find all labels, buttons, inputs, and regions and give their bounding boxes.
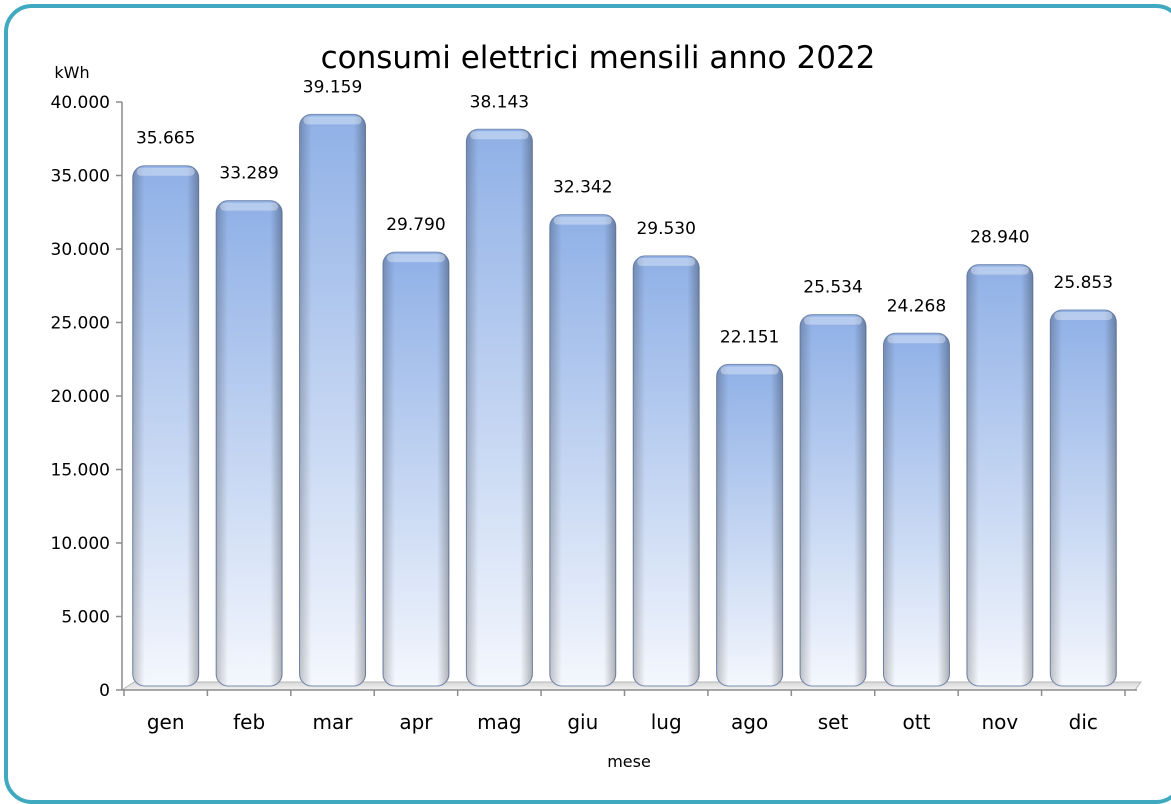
bar-feb (215, 200, 283, 687)
x-axis-label: mese (607, 752, 651, 771)
bar-highlight (970, 266, 1029, 275)
x-tick-label-lug: lug (651, 710, 682, 734)
data-label-feb: 33.289 (219, 164, 278, 184)
data-label-ago: 22.151 (720, 327, 779, 347)
bar-shading (883, 333, 950, 686)
bar-highlight (887, 335, 946, 344)
data-label-giu: 32.342 (553, 178, 612, 198)
y-tick-label: 10.000 (51, 534, 110, 554)
y-tick-label: 15.000 (51, 461, 110, 481)
x-tick-label-set: set (818, 710, 849, 734)
y-tick-label: 5.000 (61, 608, 110, 628)
bar-highlight (720, 366, 779, 375)
x-tick-label-gen: gen (147, 710, 185, 734)
data-label-ott: 24.268 (887, 296, 946, 316)
bar-shading (299, 114, 366, 687)
bar-shading (549, 214, 616, 686)
bar-giu (549, 214, 617, 687)
bar-shading (132, 165, 199, 687)
bar-highlight (220, 202, 279, 211)
bar-highlight (303, 116, 362, 125)
x-tick-label-ago: ago (731, 710, 768, 734)
x-tick-label-mar: mar (313, 710, 354, 734)
y-tick-label: 35.000 (51, 167, 110, 187)
bar-ott (882, 332, 950, 687)
bar-shading (216, 200, 283, 686)
bar-set (799, 314, 867, 687)
data-label-lug: 29.530 (636, 219, 695, 239)
bar-shading (633, 255, 700, 686)
bar-highlight (1054, 311, 1113, 320)
x-tick-label-apr: apr (399, 710, 433, 734)
data-label-mar: 39.159 (303, 77, 362, 97)
bar-highlight (637, 257, 696, 266)
y-tick-label: 25.000 (51, 314, 110, 334)
bar-nov (966, 264, 1034, 687)
bar-highlight (386, 254, 445, 263)
bar-shading (716, 364, 783, 686)
bar-highlight (136, 167, 195, 176)
chart-title: consumi elettrici mensili anno 2022 (321, 40, 876, 76)
y-tick-label: 40.000 (51, 93, 110, 113)
bar-highlight (804, 316, 863, 325)
y-tick-label: 30.000 (51, 240, 110, 260)
bar-ago (716, 363, 784, 687)
data-label-dic: 25.853 (1054, 273, 1113, 293)
x-tick-label-giu: giu (567, 710, 598, 734)
x-tick-label-feb: feb (233, 710, 265, 734)
data-label-nov: 28.940 (970, 228, 1029, 248)
y-tick-label: 20.000 (51, 387, 110, 407)
data-label-mag: 38.143 (470, 92, 529, 112)
bar-mag (465, 128, 533, 687)
y-axis-label: kWh (54, 63, 89, 82)
x-tick-label-dic: dic (1069, 710, 1098, 734)
bar-dic (1049, 309, 1117, 687)
bar-apr (382, 251, 450, 687)
bar-shading (1050, 309, 1117, 686)
bar-lug (632, 255, 700, 687)
x-tick-label-nov: nov (982, 710, 1019, 734)
x-tick-label-mag: mag (477, 710, 521, 734)
bar-gen (132, 165, 200, 687)
y-tick-label: 0 (99, 681, 110, 701)
bar-shading (382, 252, 449, 686)
bar-shading (966, 264, 1033, 686)
data-label-set: 25.534 (803, 278, 862, 298)
bar-mar (299, 113, 367, 687)
bar-highlight (553, 216, 612, 225)
bar-shading (466, 129, 533, 686)
x-tick-label-ott: ott (902, 710, 930, 734)
data-label-apr: 29.790 (386, 215, 445, 235)
bar-shading (800, 314, 867, 686)
data-label-gen: 35.665 (136, 129, 195, 149)
bar-highlight (470, 131, 529, 140)
